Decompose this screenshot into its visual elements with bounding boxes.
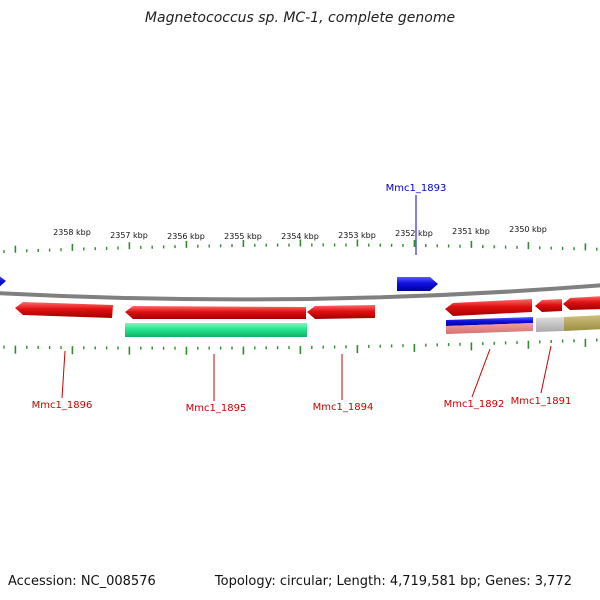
kbp-label: 2357 kbp	[110, 231, 148, 240]
kbp-label: 2356 kbp	[167, 232, 205, 241]
gene-label-mmc1-1894[interactable]: Mmc1_1894	[313, 402, 374, 413]
gene-mmc1-1894[interactable]	[307, 305, 375, 319]
leader-line	[61, 350, 66, 399]
kbp-label: 2358 kbp	[53, 228, 91, 237]
genome-title: Magnetococcus sp. MC-1, complete genome	[144, 10, 456, 26]
gene-label-mmc1-1896[interactable]: Mmc1_1896	[32, 400, 93, 411]
kbp-label: 2351 kbp	[452, 227, 490, 236]
kbp-label: 2352 kbp	[395, 229, 433, 238]
kbp-label: 2353 kbp	[338, 231, 376, 240]
bottom-tick-row	[3, 338, 598, 355]
gene-mmc1-1895[interactable]	[125, 306, 306, 319]
gene-label-mmc1-1892[interactable]: Mmc1_1892	[444, 399, 505, 410]
genome-backbone	[0, 283, 600, 302]
gene-mmc1-1893[interactable]	[397, 277, 438, 291]
kbp-label: 2355 kbp	[224, 232, 262, 241]
gene-mmc1-1891[interactable]	[535, 299, 562, 312]
gene-mmc1-1896[interactable]	[15, 302, 113, 318]
kbp-label: 2350 kbp	[509, 225, 547, 234]
feature-grey-track[interactable]	[536, 317, 564, 332]
top-tick-row	[3, 239, 598, 254]
gene-label-mmc1-1895[interactable]: Mmc1_1895	[186, 403, 247, 414]
feature-olive-track[interactable]	[564, 315, 600, 331]
kbp-scale: 2358 kbp 2357 kbp 2356 kbp 2355 kbp 2354…	[53, 225, 547, 241]
gene-mmc1-1892[interactable]	[445, 299, 532, 316]
feature-pink-track[interactable]	[446, 323, 533, 334]
leader-line	[540, 345, 552, 394]
gene-forward-partial[interactable]	[0, 275, 6, 288]
feature-green-track[interactable]	[125, 323, 307, 337]
kbp-label: 2354 kbp	[281, 232, 319, 241]
gene-label-mmc1-1893[interactable]: Mmc1_1893	[386, 183, 447, 194]
gene-reverse-partial[interactable]	[563, 296, 600, 310]
genome-summary-text: Topology: circular; Length: 4,719,581 bp…	[214, 574, 572, 589]
leader-line	[471, 348, 491, 398]
gene-label-mmc1-1891[interactable]: Mmc1_1891	[511, 396, 572, 407]
accession-text: Accession: NC_008576	[8, 574, 156, 589]
